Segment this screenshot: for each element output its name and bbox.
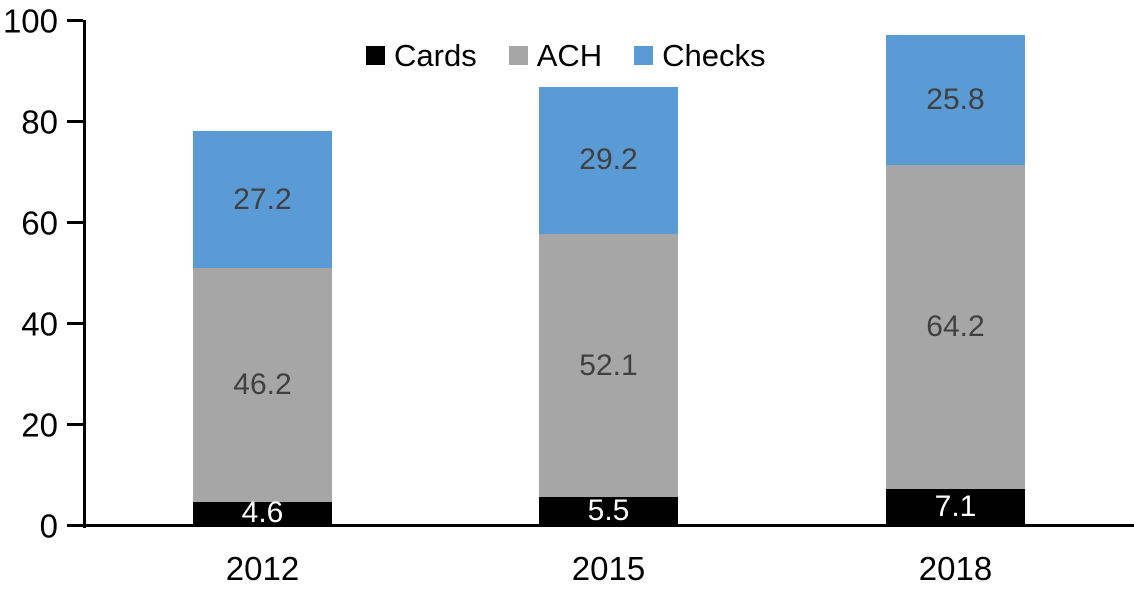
bar-value-label: 27.2 xyxy=(233,182,292,216)
legend-swatch-icon xyxy=(634,46,654,65)
y-axis-tick xyxy=(67,221,83,224)
y-axis-tick-label: 60 xyxy=(21,204,58,242)
bar-segment-ach-2012: 46.2 xyxy=(193,268,332,502)
bar-segment-ach-2018: 64.2 xyxy=(886,164,1025,490)
y-axis-tick xyxy=(67,423,83,426)
bar-segment-ach-2015: 52.1 xyxy=(539,234,678,498)
legend-swatch-icon xyxy=(508,46,528,65)
bar-value-label: 25.8 xyxy=(926,82,985,116)
bar-2015: 5.5 52.1 29.2 xyxy=(539,86,678,528)
bar-value-label: 7.1 xyxy=(934,490,977,524)
y-axis-tick-label: 100 xyxy=(2,2,58,40)
bar-value-label: 5.5 xyxy=(587,494,630,528)
y-axis-line xyxy=(83,20,86,528)
x-axis-label-2012: 2012 xyxy=(225,550,300,587)
legend-swatch-icon xyxy=(366,46,385,65)
chart-legend: Cards ACH Checks xyxy=(366,40,766,71)
bar-value-label: 64.2 xyxy=(926,310,985,344)
legend-item-ach: ACH xyxy=(508,38,603,73)
y-axis-tick-label: 0 xyxy=(39,507,58,545)
y-axis-tick-label: 40 xyxy=(21,305,58,343)
y-axis-tick xyxy=(67,120,83,123)
bar-value-label: 4.6 xyxy=(241,496,284,530)
y-axis-tick-label: 20 xyxy=(21,406,58,444)
bar-2012: 4.6 46.2 27.2 xyxy=(193,131,332,528)
legend-item-checks: Checks xyxy=(634,38,766,73)
x-axis-label-2018: 2018 xyxy=(918,550,993,587)
y-axis-tick-label: 80 xyxy=(21,103,58,141)
legend-item-cards: Cards xyxy=(366,40,477,71)
bar-segment-cards-2012: 4.6 xyxy=(193,498,332,528)
bar-segment-checks-2018: 25.8 xyxy=(886,34,1025,165)
y-axis-tick xyxy=(67,322,83,325)
bar-value-label: 52.1 xyxy=(579,348,638,382)
x-axis-label-2015: 2015 xyxy=(571,550,646,587)
legend-label: Cards xyxy=(394,38,477,73)
legend-label: Checks xyxy=(662,38,766,73)
y-axis-tick xyxy=(67,19,83,22)
legend-label: ACH xyxy=(536,38,603,73)
bar-value-label: 29.2 xyxy=(579,143,638,177)
x-axis-line xyxy=(67,524,1134,527)
bar-2018: 7.1 64.2 25.8 xyxy=(886,34,1025,525)
bar-segment-checks-2015: 29.2 xyxy=(539,86,678,235)
bar-value-label: 46.2 xyxy=(233,368,292,402)
bar-segment-checks-2012: 27.2 xyxy=(193,131,332,269)
bar-segment-cards-2015: 5.5 xyxy=(539,494,678,528)
bar-segment-cards-2018: 7.1 xyxy=(886,489,1025,525)
